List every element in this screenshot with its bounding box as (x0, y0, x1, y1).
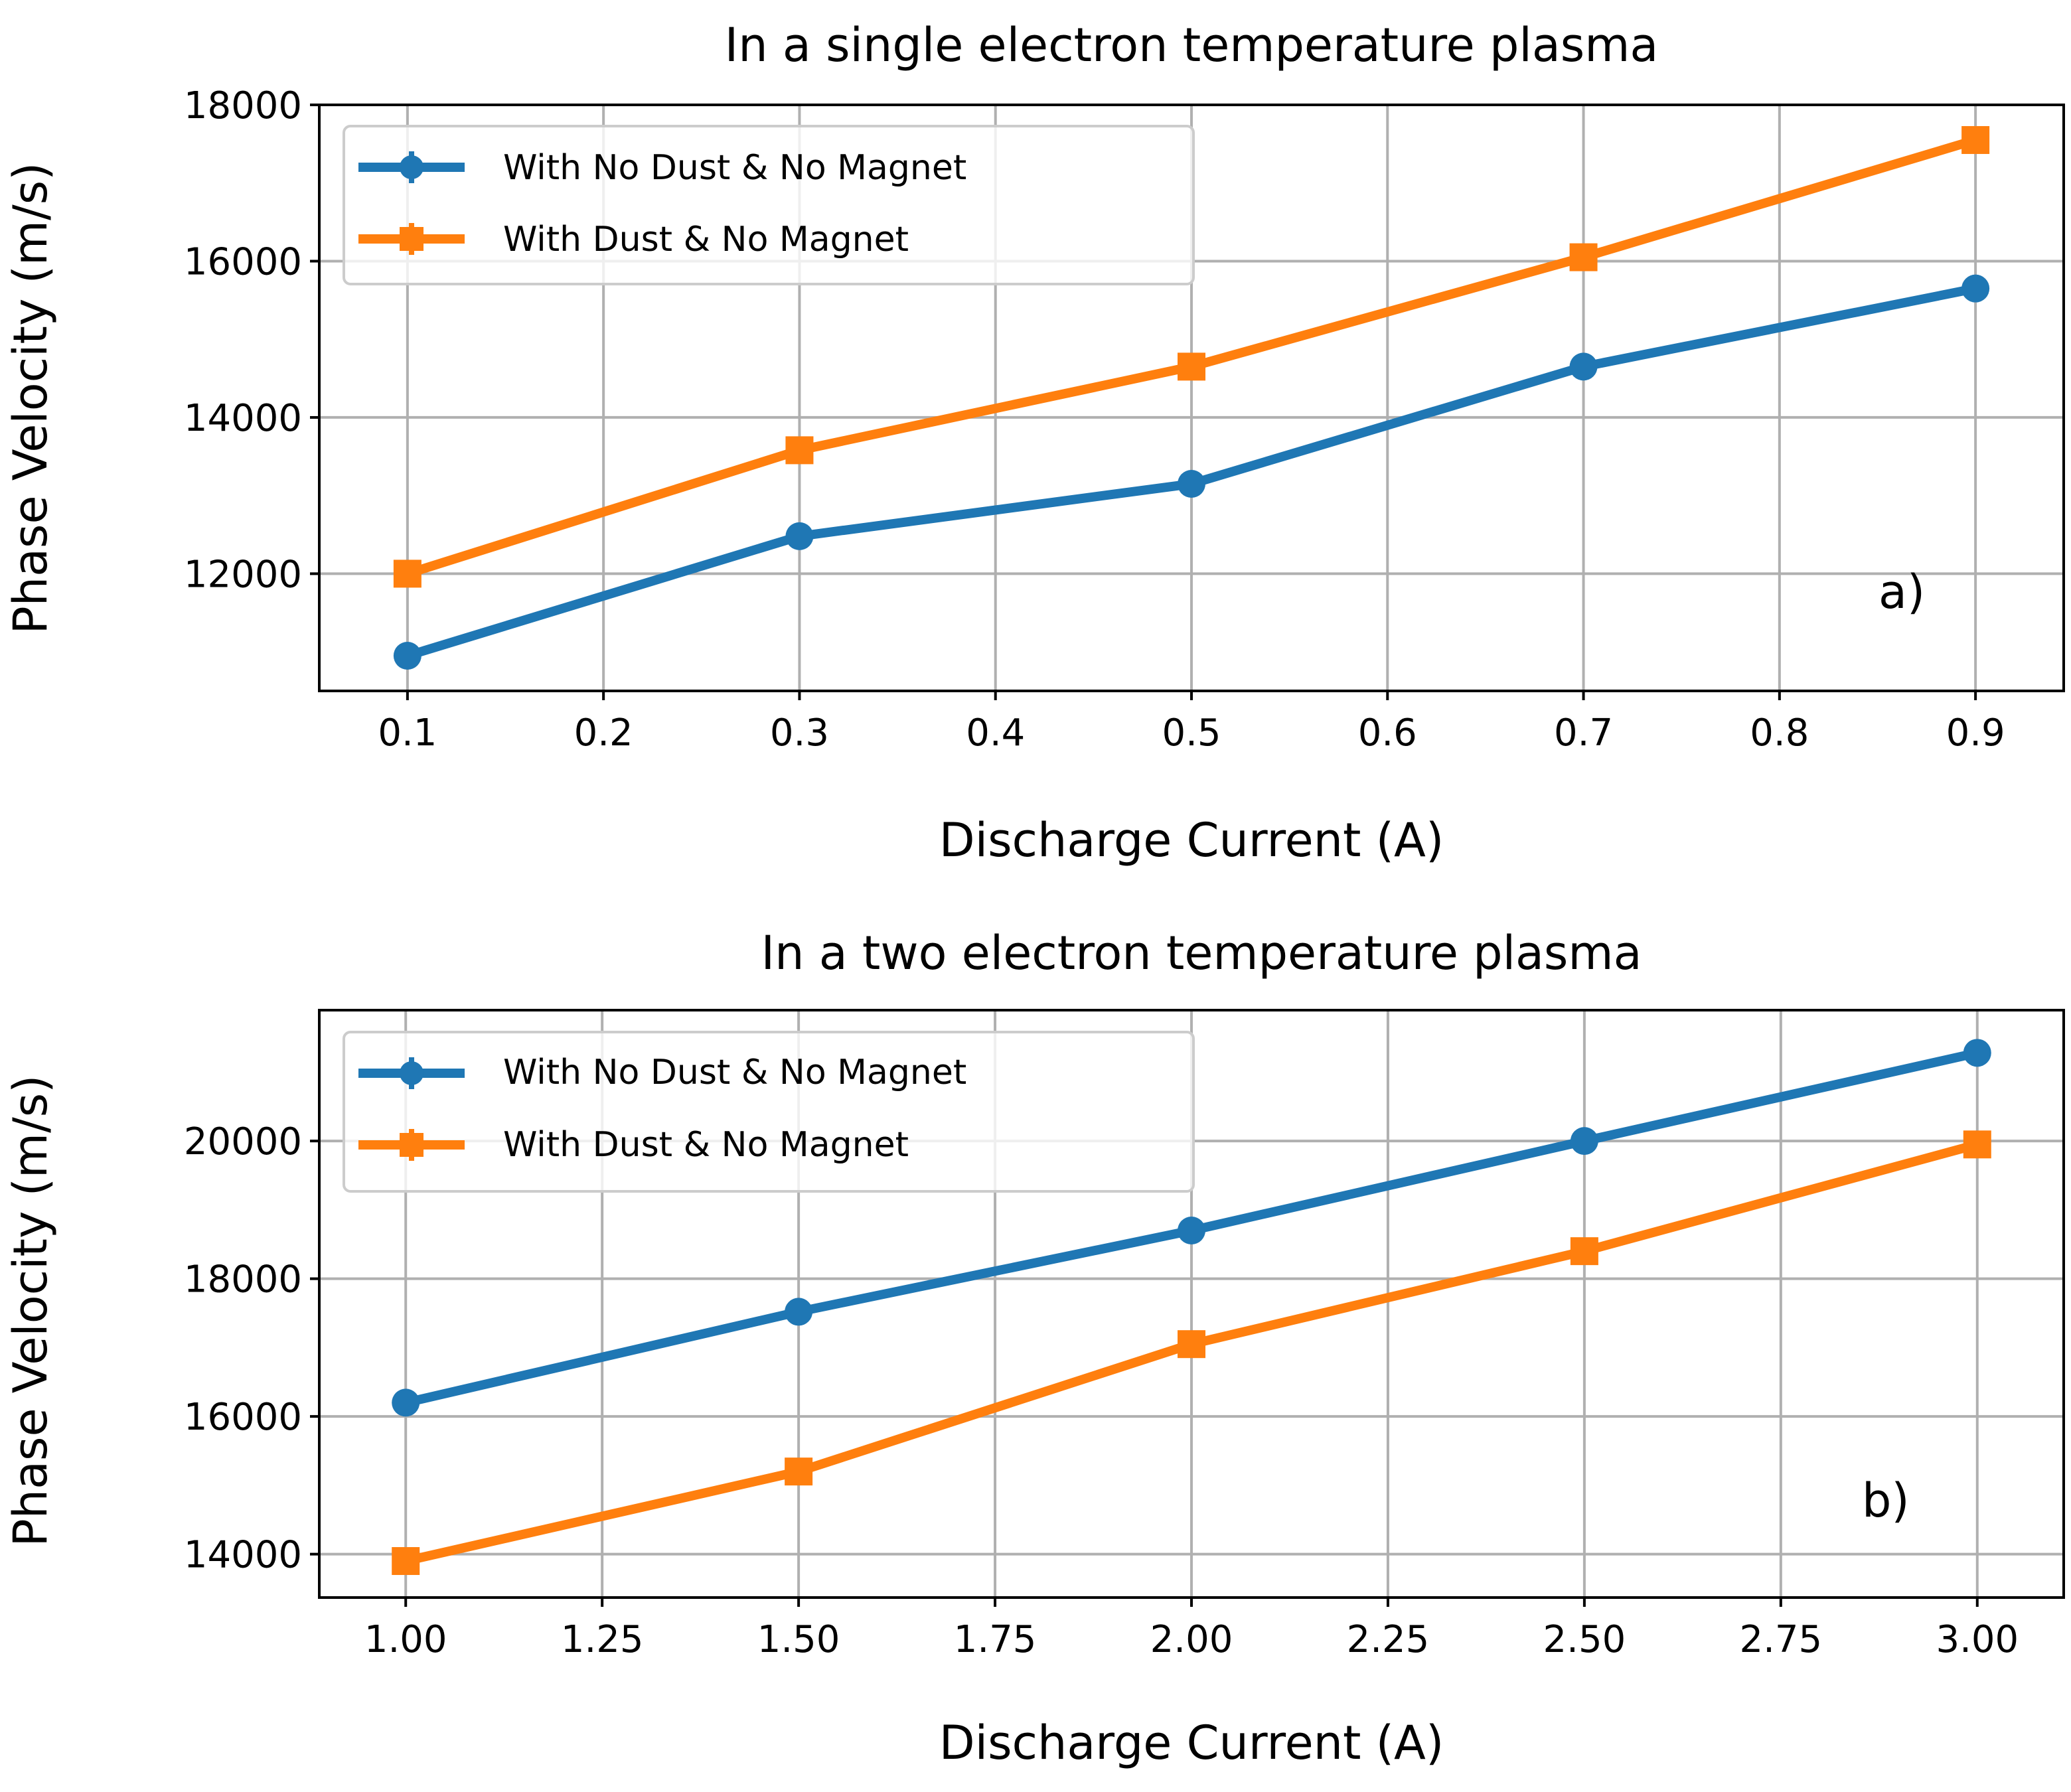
with-dust-no-magnet-marker (1569, 243, 1598, 271)
x-axis-label: Discharge Current (A) (939, 1716, 1444, 1770)
chart-title: In a two electron temperature plasma (761, 926, 1642, 980)
with-no-dust-no-magnet-point (1178, 470, 1205, 498)
with-dust-no-magnet-point (785, 1457, 813, 1486)
with-no-dust-no-magnet-marker (1570, 1127, 1598, 1156)
with-no-dust-no-magnet-marker (392, 1388, 420, 1417)
tick-layer: 1.00 1.25 1.50 1.75 2.00 2.25 2.50 2.75 3.00 1400… (184, 1120, 2019, 1661)
legend-handle (358, 1057, 465, 1089)
x-tick-label: 0.4 (966, 711, 1025, 755)
with-no-dust-no-magnet-marker (1963, 1039, 1991, 1067)
x-tick-label: 0.3 (770, 711, 829, 755)
with-dust-no-magnet-marker (1178, 1330, 1205, 1359)
with-dust-no-magnet-point (1961, 125, 1990, 154)
with-no-dust-no-magnet-point (785, 1298, 813, 1326)
legend-frame (343, 125, 1195, 285)
x-tick-label: 2.25 (1347, 1618, 1430, 1661)
legend-marker (400, 1061, 423, 1085)
with-no-dust-no-magnet-marker (1178, 1217, 1205, 1245)
with-dust-no-magnet-marker (1178, 352, 1205, 381)
with-dust-no-magnet-point (1963, 1130, 1991, 1159)
with-no-dust-no-magnet-point (1570, 1127, 1598, 1156)
y-tick-label: 12000 (184, 553, 302, 596)
y-tick-label: 14000 (184, 397, 302, 440)
with-no-dust-no-magnet-marker (1569, 352, 1598, 381)
legend-frame (343, 1031, 1195, 1193)
y-tick-label: 20000 (184, 1120, 302, 1163)
y-tick-label: 16000 (184, 240, 302, 283)
legend: With No Dust & No Magnet With Dust & No … (343, 125, 1195, 285)
chart-title: In a single electron temperature plasma (725, 18, 1659, 72)
y-tick-label: 18000 (184, 84, 302, 127)
with-dust-no-magnet-marker (1963, 1130, 1991, 1159)
panel-label: b) (1862, 1473, 1910, 1528)
legend-handle (358, 1129, 465, 1161)
with-no-dust-no-magnet-marker (785, 1298, 813, 1326)
with-no-dust-no-magnet-marker (1961, 274, 1990, 303)
x-tick-label: 1.50 (757, 1618, 840, 1661)
x-tick-label: 0.7 (1554, 711, 1613, 755)
with-dust-no-magnet-point (1178, 352, 1205, 381)
with-no-dust-no-magnet-marker (393, 642, 422, 670)
y-axis-label: Phase Velocity (m/s) (3, 163, 58, 635)
legend-handle (358, 223, 465, 255)
with-no-dust-no-magnet-point (1961, 274, 1990, 303)
series-layer (392, 1039, 1991, 1576)
legend-marker (400, 155, 423, 179)
x-tick-label: 2.50 (1543, 1618, 1626, 1661)
with-dust-no-magnet-point (1178, 1330, 1205, 1359)
legend-marker (400, 227, 423, 251)
x-tick-label: 1.00 (364, 1618, 447, 1661)
with-no-dust-no-magnet-point (1178, 1217, 1205, 1245)
x-tick-label: 0.6 (1358, 711, 1417, 755)
with-dust-no-magnet-point (392, 1547, 420, 1576)
panel-label: a) (1879, 565, 1925, 619)
chart-b: In a two electron temperature plasma 1.0… (3, 926, 2065, 1770)
x-tick-label: 1.25 (561, 1618, 644, 1661)
with-no-dust-no-magnet-marker (1178, 470, 1205, 498)
legend-label-dust: With Dust & No Magnet (503, 220, 909, 260)
y-tick-label: 16000 (184, 1396, 302, 1439)
series-layer (393, 125, 1990, 670)
x-tick-label: 0.9 (1946, 711, 2005, 755)
with-no-dust-no-magnet-point (1569, 352, 1598, 381)
x-tick-label: 3.00 (1936, 1618, 2019, 1661)
with-dust-no-magnet-point (393, 560, 422, 588)
with-dust-no-magnet-point (1570, 1237, 1598, 1266)
y-axis-label: Phase Velocity (m/s) (3, 1075, 58, 1547)
legend-label-no-dust: With No Dust & No Magnet (503, 148, 966, 188)
x-axis-label: Discharge Current (A) (939, 813, 1444, 867)
with-no-dust-no-magnet-point (1963, 1039, 1991, 1067)
with-dust-no-magnet-marker (393, 560, 422, 588)
legend-handle (358, 151, 465, 183)
x-tick-label: 0.8 (1750, 711, 1809, 755)
legend: With No Dust & No Magnet With Dust & No … (343, 1031, 1195, 1193)
x-tick-label: 2.00 (1150, 1618, 1233, 1661)
with-no-dust-no-magnet-point (392, 1388, 420, 1417)
y-tick-label: 14000 (184, 1534, 302, 1577)
with-no-dust-no-magnet-marker (785, 522, 814, 550)
legend-label-dust: With Dust & No Magnet (503, 1125, 909, 1165)
x-tick-label: 1.75 (954, 1618, 1037, 1661)
with-no-dust-no-magnet-point (785, 522, 814, 550)
with-dust-no-magnet-marker (1961, 125, 1990, 154)
with-dust-no-magnet-marker (785, 436, 814, 465)
with-no-dust-no-magnet-point (393, 642, 422, 670)
with-dust-no-magnet-marker (1570, 1237, 1598, 1266)
x-tick-label: 0.5 (1162, 711, 1221, 755)
with-dust-no-magnet-marker (785, 1457, 813, 1486)
x-tick-label: 2.75 (1739, 1618, 1822, 1661)
tick-layer: 0.1 0.2 0.3 0.4 0.5 0.6 0.7 0.8 0.9 12000 14000 160… (184, 84, 2005, 755)
chart-a: In a single electron temperature plasma … (3, 18, 2065, 867)
y-tick-label: 18000 (184, 1258, 302, 1302)
x-tick-label: 0.2 (574, 711, 633, 755)
x-tick-label: 0.1 (378, 711, 437, 755)
with-dust-no-magnet-point (1569, 243, 1598, 271)
legend-label-no-dust: With No Dust & No Magnet (503, 1053, 966, 1092)
with-dust-no-magnet-marker (392, 1547, 420, 1576)
with-dust-no-magnet-point (785, 436, 814, 465)
legend-marker (400, 1133, 423, 1157)
